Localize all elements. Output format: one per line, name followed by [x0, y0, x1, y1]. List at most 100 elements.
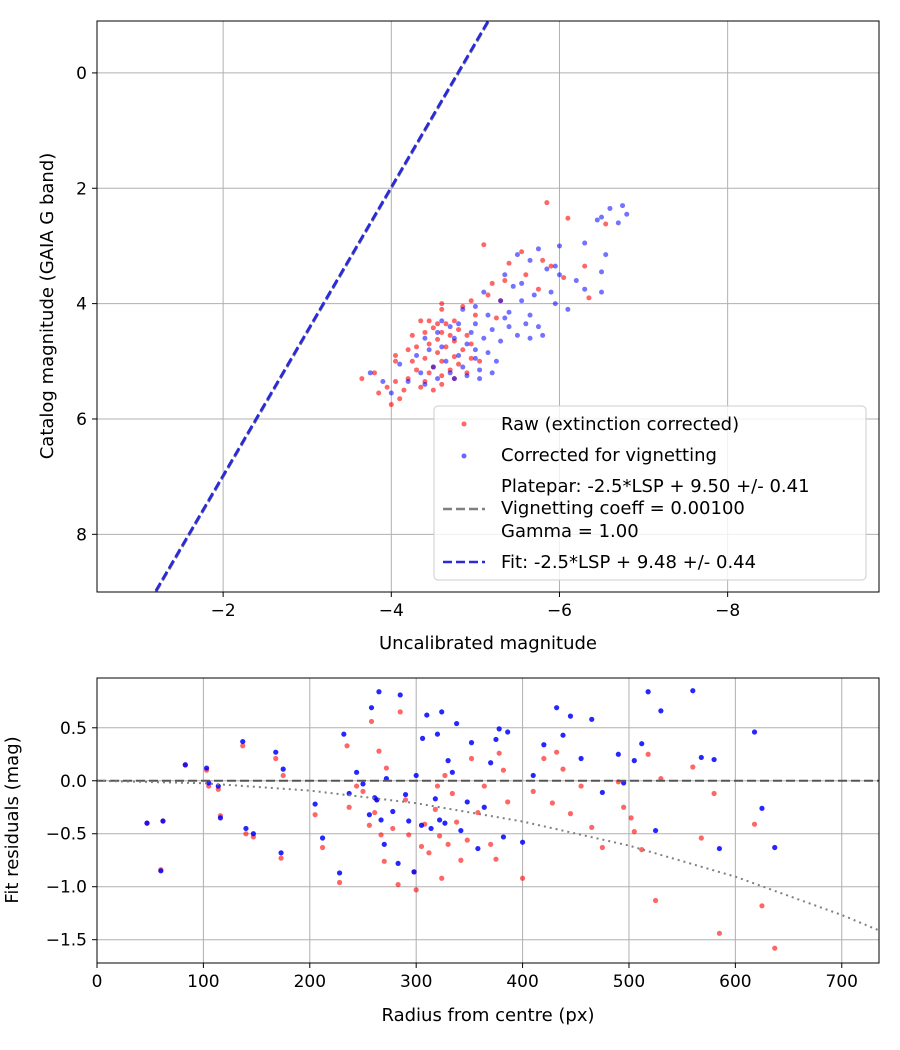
bottom-y-tick-label: 0.0: [60, 772, 87, 792]
bottom-point-series-1: [376, 689, 382, 695]
top-point-series-1: [489, 327, 495, 333]
bottom-point-series-0: [360, 788, 366, 794]
top-point-series-0: [439, 358, 445, 364]
bottom-point-series-0: [436, 833, 443, 839]
top-point-series-1: [451, 376, 457, 382]
bottom-chart: 0 100 200 300 400 500 600 700 0.5 0.0 −0.5 −1.0 −1.5…: [2, 677, 880, 1026]
top-line-series-3: [153, 21, 490, 592]
bottom-point-series-1: [160, 818, 166, 824]
bottom-point-series-0: [454, 819, 460, 825]
bottom-x-tick-label: 100: [187, 972, 219, 992]
bottom-point-series-0: [481, 783, 487, 789]
bottom-point-series-1: [203, 765, 210, 771]
top-y-tick-label: 6: [76, 410, 87, 430]
top-point-series-1: [535, 324, 541, 330]
bottom-point-series-1: [413, 772, 419, 779]
top-point-series-0: [405, 347, 411, 353]
bottom-point-series-1: [273, 749, 279, 755]
bottom-x-tick-label: 400: [506, 972, 538, 992]
top-point-series-0: [460, 347, 466, 353]
bottom-point-series-1: [449, 769, 455, 775]
top-point-series-0: [393, 378, 399, 384]
top-point-series-0: [430, 387, 436, 393]
bottom-point-series-1: [500, 834, 507, 840]
bottom-point-series-1: [434, 731, 441, 737]
bottom-point-series-0: [319, 844, 326, 851]
bottom-point-series-1: [458, 827, 464, 834]
bottom-point-series-1: [411, 869, 417, 875]
legend-marker-corrected: [461, 453, 467, 459]
bottom-point-series-0: [368, 718, 375, 725]
top-point-series-0: [422, 329, 428, 335]
top-point-series-1: [443, 358, 449, 364]
top-point-series-1: [477, 376, 483, 382]
top-point-series-1: [615, 220, 621, 226]
bottom-point-series-1: [250, 831, 256, 837]
top-point-series-0: [523, 272, 529, 278]
bottom-point-series-0: [567, 811, 574, 817]
top-y-tick-label: 0: [76, 64, 87, 84]
bottom-point-series-1: [374, 797, 380, 803]
bottom-point-series-1: [658, 708, 664, 714]
top-point-series-0: [376, 390, 382, 396]
bottom-point-series-0: [560, 766, 566, 772]
legend-label-corrected: Corrected for vignetting: [501, 445, 717, 466]
top-point-series-0: [561, 275, 567, 281]
top-point-series-1: [527, 335, 533, 341]
bottom-y-tick-label: 0.5: [60, 719, 87, 739]
bottom-point-series-1: [182, 762, 188, 768]
bottom-point-series-1: [419, 735, 426, 741]
bottom-point-series-1: [475, 845, 481, 852]
top-point-series-0: [426, 318, 432, 324]
bottom-point-series-1: [567, 713, 574, 719]
top-point-series-1: [599, 269, 605, 275]
bottom-point-series-1: [397, 692, 403, 698]
bottom-point-series-1: [505, 729, 511, 735]
top-point-series-1: [464, 373, 470, 379]
bottom-point-series-1: [428, 825, 434, 832]
top-point-series-1: [439, 318, 445, 324]
top-point-series-1: [435, 376, 441, 382]
bottom-point-series-1: [158, 868, 164, 874]
top-point-series-0: [443, 321, 449, 327]
top-point-series-0: [519, 249, 525, 255]
bottom-point-series-0: [690, 764, 696, 770]
top-x-tick-label: −4: [379, 601, 404, 621]
top-line-series-2: [154, 21, 491, 592]
top-point-series-1: [460, 306, 466, 312]
bottom-point-series-0: [442, 772, 448, 779]
bottom-ticks: 0 100 200 300 400 500 600 700 0.5 0.0 −0.5 −1.0 −1.5: [46, 719, 858, 992]
bottom-point-series-0: [426, 850, 432, 856]
bottom-point-series-0: [273, 755, 279, 762]
top-point-series-0: [384, 384, 390, 390]
top-point-series-0: [443, 344, 449, 350]
top-point-series-1: [502, 315, 508, 321]
top-point-series-0: [451, 354, 457, 360]
bottom-x-tick-label: 300: [400, 972, 432, 992]
top-point-series-0: [409, 332, 415, 338]
top-point-series-1: [527, 312, 533, 318]
top-point-series-0: [603, 221, 609, 227]
top-point-series-0: [393, 358, 399, 364]
bottom-point-series-1: [589, 716, 595, 722]
bottom-point-series-1: [615, 751, 621, 757]
bottom-point-series-0: [541, 755, 547, 762]
bottom-point-series-1: [280, 766, 286, 772]
bottom-point-series-0: [439, 875, 445, 881]
top-point-series-1: [552, 263, 558, 269]
top-point-series-0: [477, 358, 483, 364]
top-point-series-1: [447, 324, 453, 330]
bottom-point-series-0: [449, 790, 455, 797]
top-point-series-0: [414, 344, 420, 350]
bottom-point-series-1: [217, 815, 224, 821]
bottom-point-series-0: [390, 825, 396, 832]
top-point-series-0: [409, 358, 415, 364]
bottom-point-series-0: [698, 835, 704, 841]
bottom-plot-area: [97, 688, 879, 951]
top-chart: −2 −4 −6 −8 0 2 4 6 8 Uncalibrated magnitude Cat…: [37, 20, 880, 654]
bottom-point-series-1: [530, 772, 536, 779]
bottom-point-series-0: [413, 887, 419, 893]
top-point-series-0: [502, 278, 508, 284]
top-point-series-1: [620, 203, 626, 209]
top-point-series-0: [464, 332, 470, 338]
